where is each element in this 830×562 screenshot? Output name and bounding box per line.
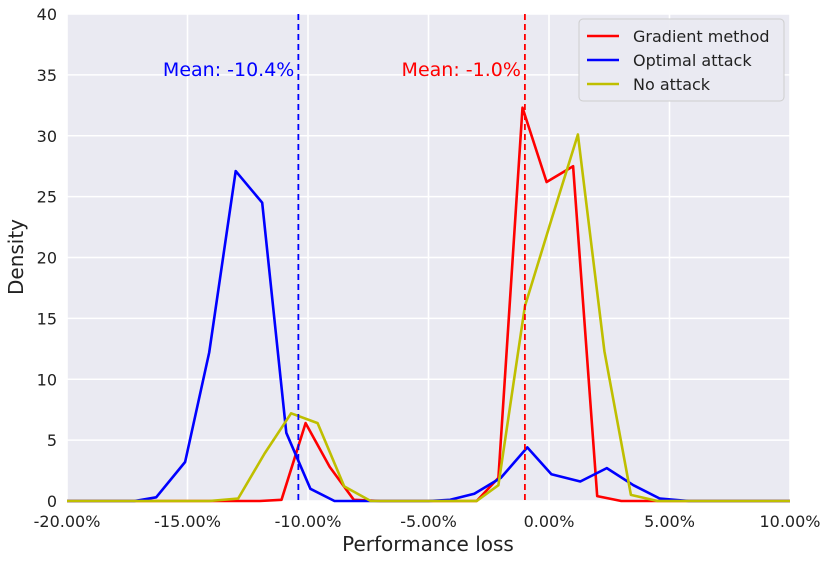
x-tick-label: 5.00% [644, 512, 695, 531]
x-tick-label: 0.00% [524, 512, 575, 531]
legend-item: Gradient method [587, 27, 770, 46]
reference-lines: Mean: -10.4% Mean: -1.0% [163, 14, 526, 501]
legend-item: No attack [587, 75, 711, 94]
y-tick-label: 0 [47, 492, 57, 511]
mean-label: Mean: -1.0% [402, 59, 521, 81]
legend-label: Optimal attack [633, 51, 752, 70]
y-tick-label: 40 [37, 5, 57, 24]
legend: Gradient method Optimal attack No attack [578, 18, 785, 102]
x-tick-label: -20.00% [34, 512, 101, 531]
series-line [67, 133, 790, 503]
y-tick-label: 20 [37, 249, 57, 268]
x-tick-label: 10.00% [759, 512, 820, 531]
y-tick-label: 10 [37, 370, 57, 389]
series-3 [67, 133, 790, 503]
y-tick-label: 35 [37, 66, 57, 85]
x-tick-label: -10.00% [275, 512, 342, 531]
legend-item: Optimal attack [587, 51, 752, 70]
x-axis-label: Performance loss [342, 532, 514, 556]
y-tick-label: 30 [37, 127, 57, 146]
y-tick-label: 15 [37, 309, 57, 328]
legend-label: Gradient method [633, 27, 770, 46]
legend-label: No attack [633, 75, 711, 94]
series-lines [67, 106, 790, 503]
mean-label: Mean: -10.4% [163, 59, 294, 81]
legend-box [578, 18, 785, 102]
y-tick-label: 5 [47, 431, 57, 450]
y-tick-labels: 0 5 10 15 20 25 30 35 40 [37, 5, 57, 511]
y-axis-label: Density [4, 219, 28, 295]
x-tick-labels: -20.00% -15.00% -10.00% -5.00% 0.00% 5.00% 10.… [34, 512, 821, 531]
x-tick-label: -15.00% [154, 512, 221, 531]
x-tick-label: -5.00% [400, 512, 457, 531]
y-tick-label: 25 [37, 188, 57, 207]
